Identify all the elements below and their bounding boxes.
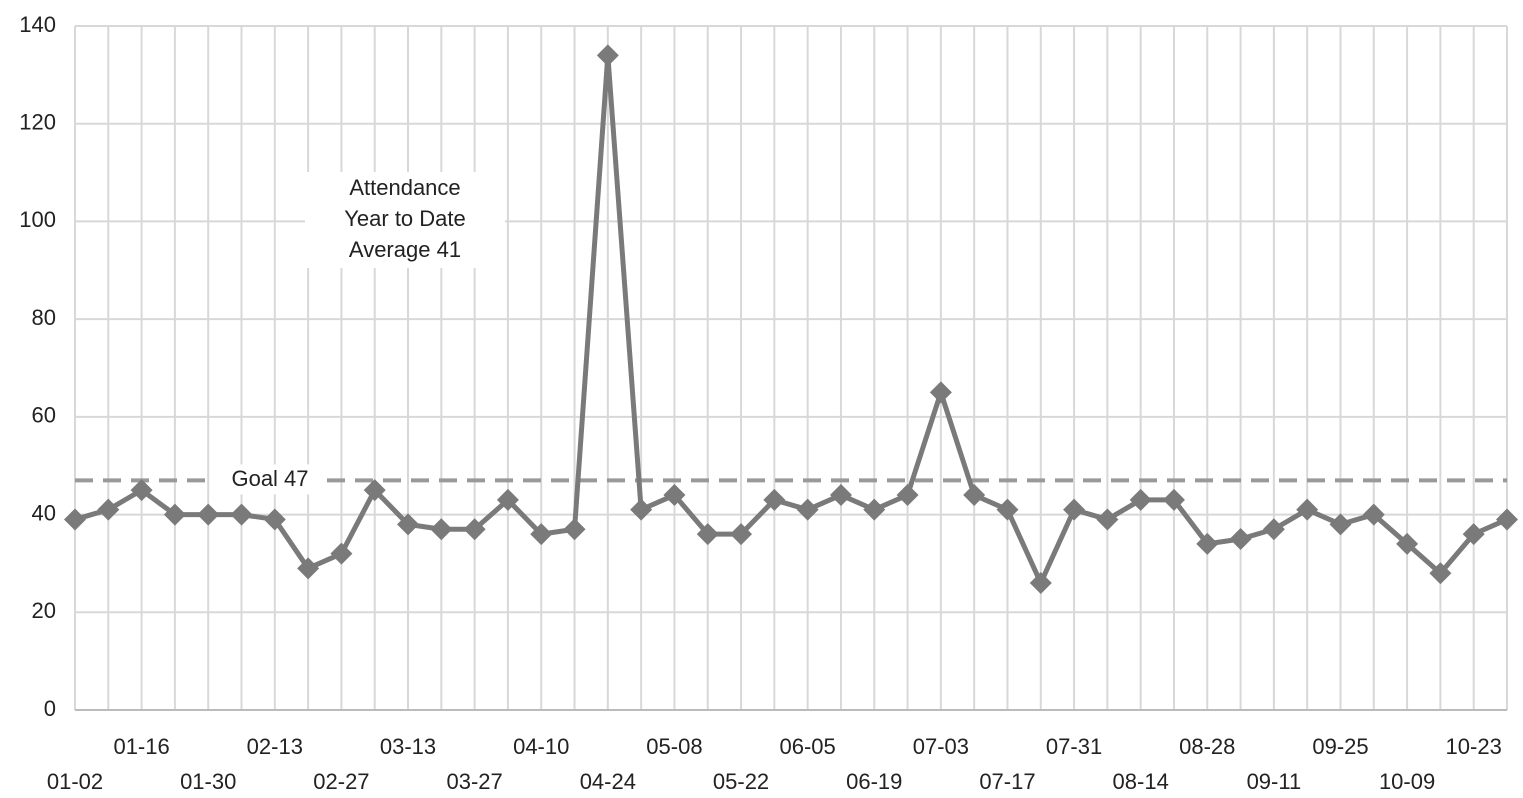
data-point (1063, 498, 1086, 521)
data-point (297, 557, 320, 580)
data-point (996, 498, 1019, 521)
data-point (1296, 498, 1319, 521)
goal-label: Goal 47 (231, 466, 308, 491)
x-tick-label: 03-27 (446, 769, 502, 794)
data-point (130, 479, 153, 502)
data-point (929, 381, 952, 404)
data-point (363, 479, 386, 502)
data-point (596, 44, 619, 67)
y-tick-label: 120 (19, 110, 56, 135)
data-point (563, 518, 586, 541)
x-tick-label: 10-23 (1446, 734, 1502, 759)
data-point (430, 518, 453, 541)
x-tick-label: 04-24 (580, 769, 636, 794)
data-point (1262, 518, 1285, 541)
x-tick-label: 09-11 (1247, 769, 1302, 794)
data-point (330, 542, 353, 565)
x-tick-label: 05-22 (713, 769, 769, 794)
data-point (763, 488, 786, 511)
x-tick-label: 10-09 (1379, 769, 1435, 794)
data-point (863, 498, 886, 521)
data-point (730, 523, 753, 546)
data-point (1329, 513, 1352, 536)
data-point (97, 498, 120, 521)
x-tick-label: 01-02 (47, 769, 103, 794)
data-point (1362, 503, 1385, 526)
data-point (197, 503, 220, 526)
data-point (1462, 523, 1485, 546)
data-point (397, 513, 420, 536)
annotation-bg (305, 172, 505, 268)
y-tick-label: 80 (32, 305, 56, 330)
data-point (663, 484, 686, 507)
y-tick-label: 0 (44, 696, 56, 721)
data-point (796, 498, 819, 521)
x-tick-label: 07-31 (1046, 734, 1102, 759)
y-tick-label: 40 (32, 500, 56, 525)
x-tick-label: 09-25 (1312, 734, 1368, 759)
annotation: Attendance (349, 175, 460, 200)
x-tick-label: 07-17 (979, 769, 1035, 794)
x-tick-label: 02-27 (313, 769, 369, 794)
x-tick-label: 03-13 (380, 734, 436, 759)
data-point (530, 523, 553, 546)
x-tick-label: 01-30 (180, 769, 236, 794)
data-point (829, 484, 852, 507)
goal-label-bg (215, 464, 327, 495)
data-point (1162, 488, 1185, 511)
data-point (64, 508, 86, 531)
x-tick-label: 08-14 (1113, 769, 1169, 794)
data-point (696, 523, 719, 546)
data-point (1229, 528, 1252, 550)
data-point (630, 498, 653, 521)
data-point (963, 484, 986, 507)
data-point (1496, 508, 1518, 531)
data-point (1096, 508, 1119, 531)
y-tick-label: 140 (19, 12, 56, 37)
x-tick-label: 05-08 (646, 734, 702, 759)
data-point (463, 518, 486, 541)
data-point (163, 503, 186, 526)
data-point (1396, 532, 1419, 555)
x-tick-label: 08-28 (1179, 734, 1235, 759)
x-tick-label: 06-19 (846, 769, 902, 794)
data-point (896, 484, 919, 507)
data-point (1129, 488, 1152, 511)
data-point (263, 508, 286, 531)
y-tick-label: 20 (32, 598, 56, 623)
annotation: Year to Date (344, 206, 466, 231)
annotation: Average 41 (349, 237, 461, 262)
data-point (496, 488, 519, 511)
x-tick-label: 01-16 (113, 734, 169, 759)
data-point (1196, 532, 1219, 555)
x-tick-label: 04-10 (513, 734, 569, 759)
x-tick-label: 06-05 (780, 734, 836, 759)
y-tick-label: 100 (19, 207, 56, 232)
x-tick-label: 02-13 (247, 734, 303, 759)
data-point (1029, 571, 1052, 594)
y-tick-label: 60 (32, 403, 56, 428)
data-point (230, 503, 253, 526)
data-point (1429, 562, 1452, 585)
x-tick-label: 07-03 (913, 734, 969, 759)
